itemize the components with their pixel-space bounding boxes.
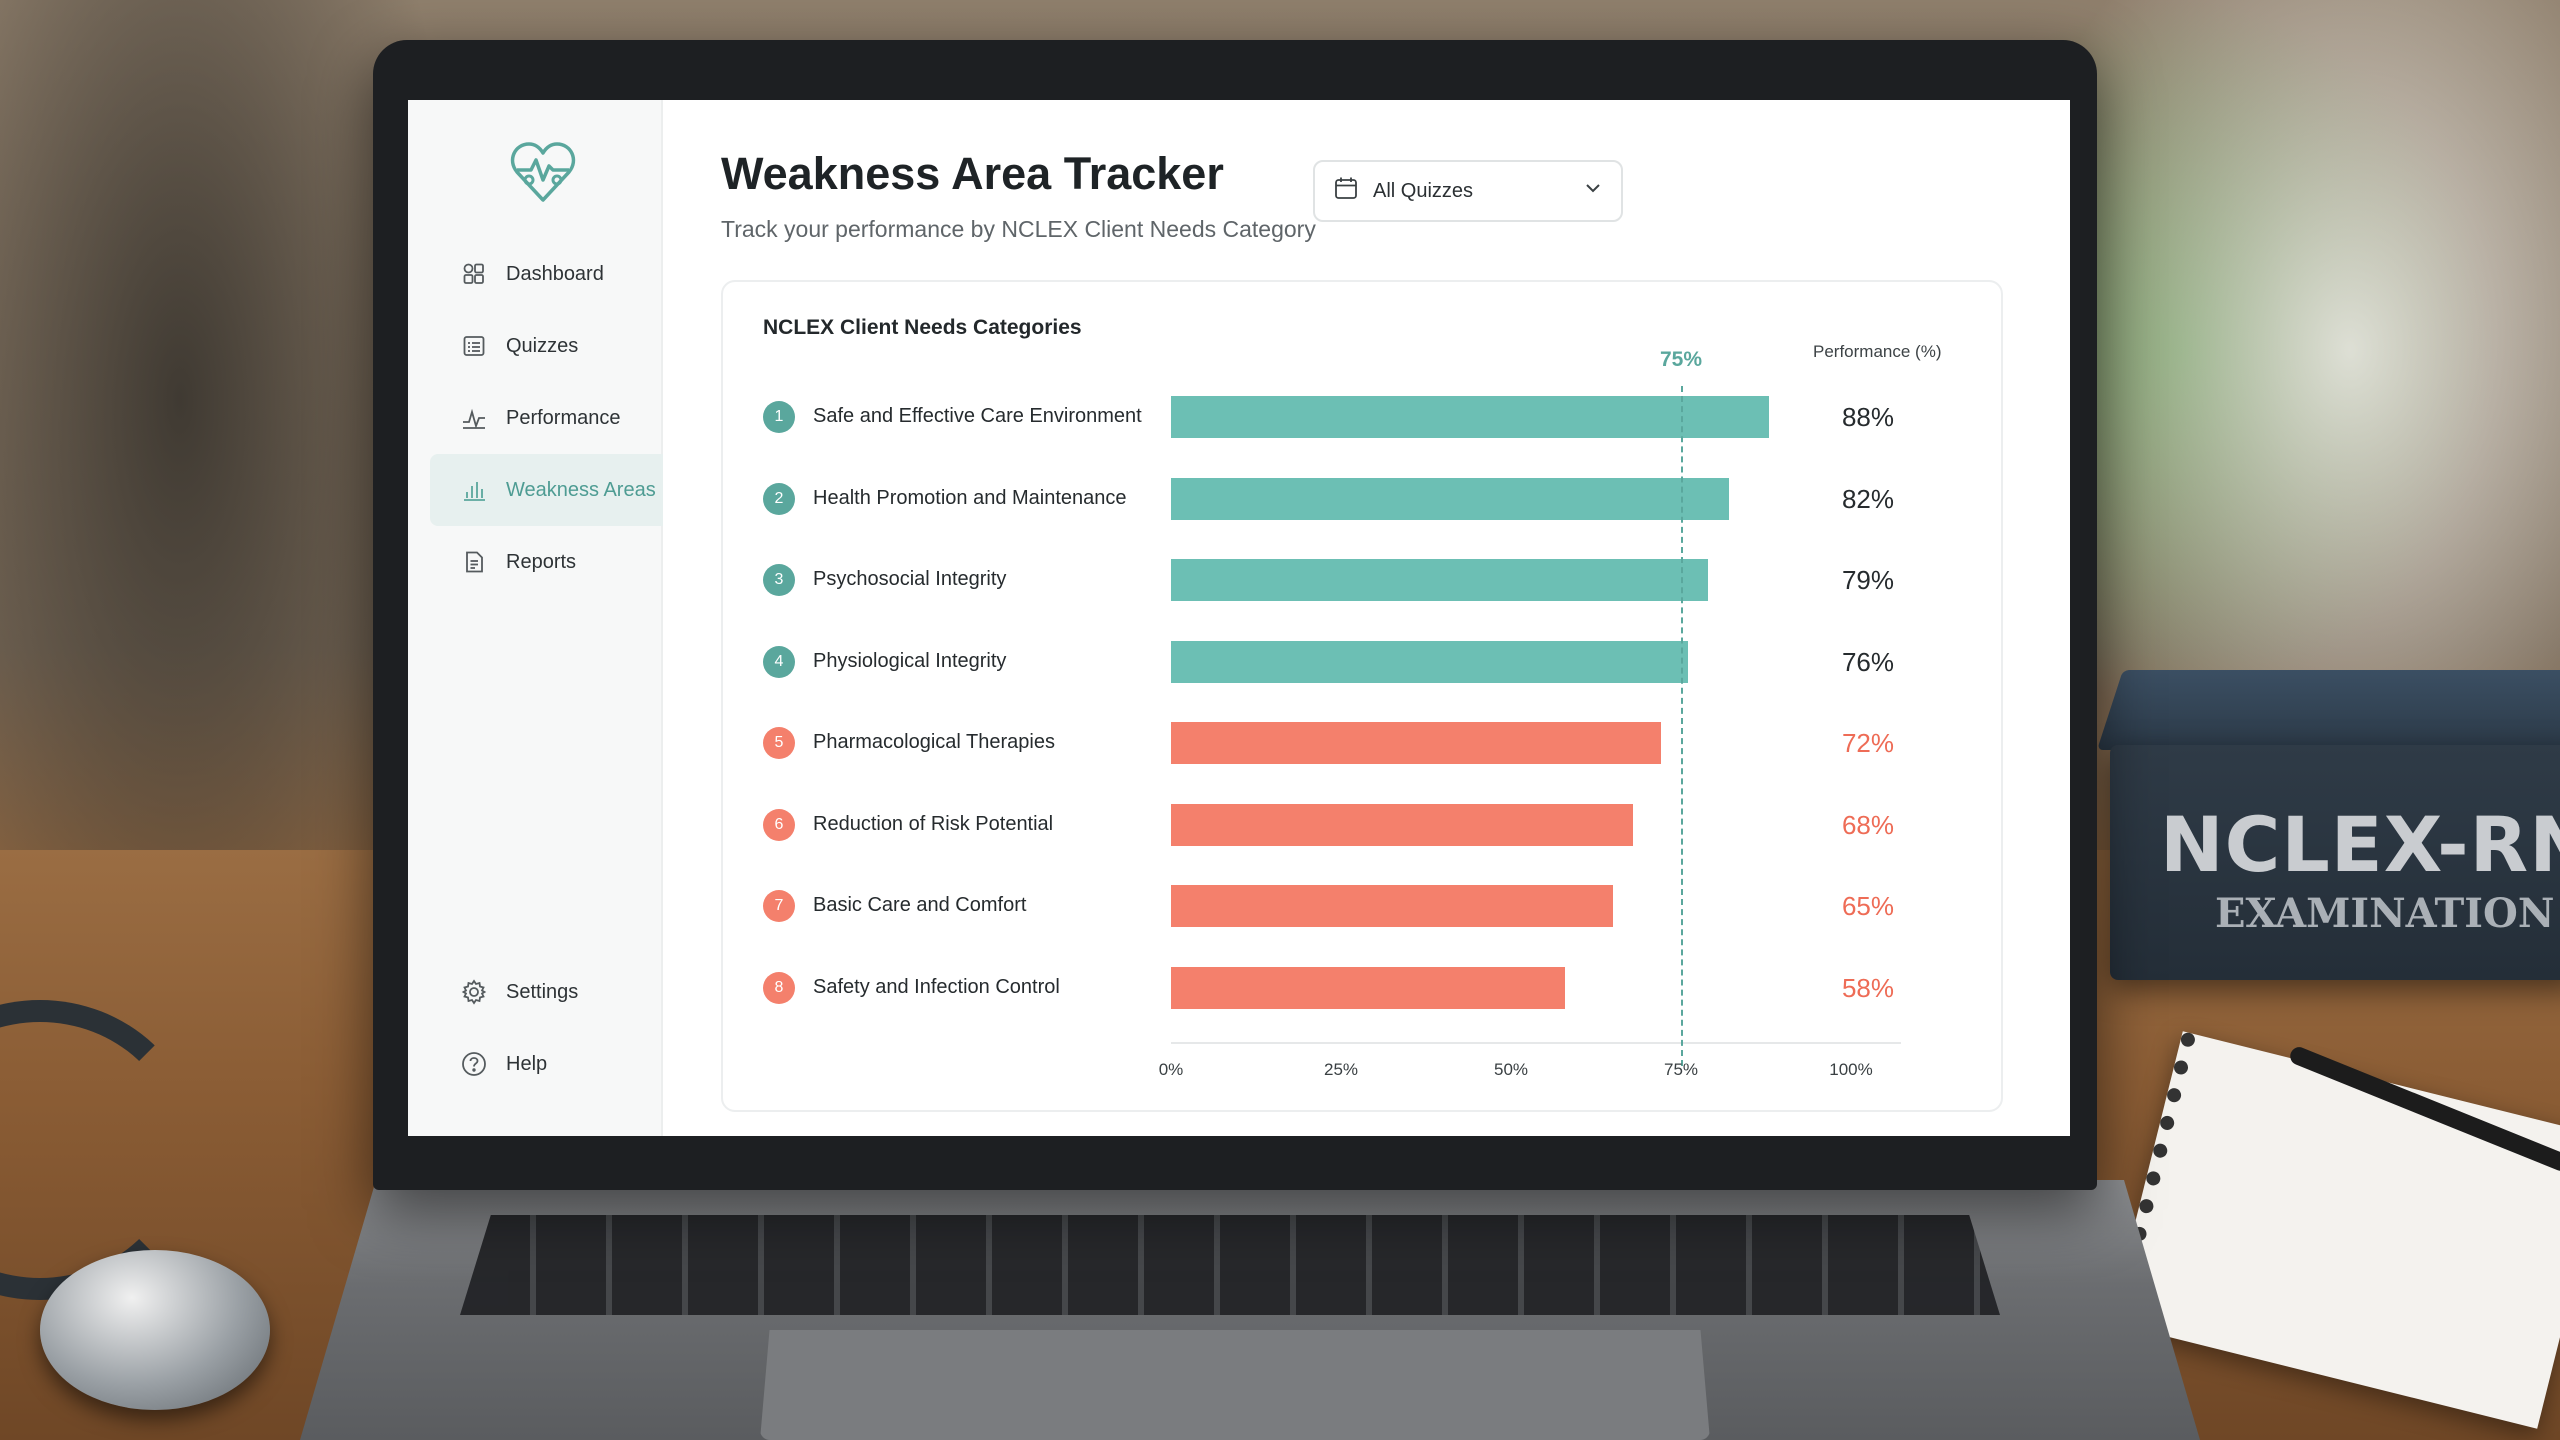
- gear-icon: [460, 978, 488, 1006]
- performance-axis-label: Performance (%): [1813, 342, 1942, 361]
- performance-icon: [460, 404, 488, 432]
- category-label: Reduction of Risk Potential: [813, 812, 1054, 835]
- x-axis-tick-label: 100%: [1829, 1060, 1873, 1079]
- performance-value-label: 82%: [1841, 483, 1895, 514]
- performance-value-label: 76%: [1841, 646, 1895, 677]
- category-row[interactable]: 7 Basic Care and Comfort 65%: [723, 885, 2001, 927]
- sidebar-item-label: Help: [506, 1052, 548, 1075]
- performance-value-label: 72%: [1841, 728, 1895, 758]
- performance-value-label: 65%: [1841, 891, 1895, 921]
- x-axis-line: [1171, 1042, 1901, 1044]
- category-number-badge: 5: [763, 727, 795, 759]
- sidebar-item-reports[interactable]: Reports: [430, 526, 663, 598]
- category-row[interactable]: 5 Pharmacological Therapies 72%: [723, 722, 2001, 764]
- sidebar-item-performance[interactable]: Performance: [430, 382, 663, 454]
- book-cover-top: [2097, 670, 2560, 750]
- category-number-badge: 2: [763, 482, 795, 515]
- performance-bar: [1171, 477, 1729, 520]
- page-subtitle: Track your performance by NCLEX Client N…: [721, 216, 1316, 242]
- sidebar-nav: Dashboard Quizzes: [430, 238, 663, 598]
- performance-bar: [1171, 803, 1634, 846]
- heart-logo-icon: [510, 142, 576, 202]
- chart-title: NCLEX Client Needs Categories: [763, 316, 1082, 339]
- category-row[interactable]: 1 Safe and Effective Care Environment 88%: [723, 396, 2001, 438]
- category-row[interactable]: 2 Health Promotion and Maintenance 82%: [723, 477, 2001, 520]
- performance-value-label: 88%: [1841, 402, 1895, 432]
- sidebar-item-help[interactable]: Help: [430, 1028, 663, 1100]
- sidebar-item-label: Quizzes: [506, 334, 579, 357]
- category-number-badge: 8: [763, 971, 795, 1004]
- sidebar-item-label: Reports: [506, 550, 577, 573]
- sidebar-item-label: Performance: [506, 406, 621, 429]
- performance-bar: [1171, 885, 1613, 927]
- category-label: Safety and Infection Control: [813, 975, 1060, 998]
- category-row[interactable]: 3 Psychosocial Integrity 79%: [723, 559, 2001, 601]
- target-threshold-line: [1681, 386, 1683, 1066]
- quiz-filter-value: All Quizzes: [1373, 179, 1474, 202]
- category-label: Basic Care and Comfort: [813, 894, 1027, 916]
- sidebar-item-weakness-areas[interactable]: Weakness Areas: [430, 454, 663, 526]
- quizzes-icon: [460, 332, 488, 360]
- sidebar-item-settings[interactable]: Settings: [430, 956, 663, 1028]
- category-row[interactable]: 8 Safety and Infection Control 58%: [723, 966, 2001, 1009]
- category-row[interactable]: 6 Reduction of Risk Potential 68%: [723, 803, 2001, 846]
- help-icon: [460, 1050, 488, 1078]
- laptop-trackpad: [760, 1330, 1710, 1440]
- performance-value-label: 79%: [1841, 565, 1895, 595]
- sidebar-bottom-nav: Settings Help: [430, 956, 663, 1100]
- x-axis-tick-label: 0%: [1158, 1060, 1184, 1079]
- category-row[interactable]: 4 Physiological Integrity 76%: [723, 640, 2001, 683]
- weakness-chart-card: NCLEX Client Needs Categories Performanc…: [721, 280, 2003, 1112]
- performance-bar: [1171, 966, 1566, 1009]
- book-title: NCLEX-RN: [2160, 800, 2560, 889]
- category-label: Safe and Effective Care Environment: [813, 405, 1142, 427]
- reports-icon: [460, 548, 488, 576]
- x-axis-tick-label: 50%: [1493, 1060, 1529, 1079]
- category-label: Physiological Integrity: [813, 649, 1007, 672]
- book-subtitle: EXAMINATION: [2215, 890, 2555, 937]
- category-number-badge: 4: [763, 645, 795, 678]
- sidebar-item-label: Weakness Areas: [506, 478, 656, 501]
- performance-bar: [1171, 640, 1688, 683]
- category-label: Psychosocial Integrity: [813, 568, 1007, 590]
- stethoscope-head: [40, 1250, 270, 1410]
- calendar-icon: [1333, 175, 1359, 207]
- sidebar-item-quizzes[interactable]: Quizzes: [430, 310, 663, 382]
- laptop-screen: Dashboard Quizzes: [408, 100, 2070, 1136]
- category-number-badge: 1: [763, 401, 795, 433]
- category-number-badge: 7: [763, 890, 795, 922]
- bar-chart-icon: [460, 476, 488, 504]
- performance-bar: [1171, 396, 1770, 438]
- sidebar: Dashboard Quizzes: [408, 100, 663, 1136]
- nclex-book: [2110, 745, 2560, 980]
- quiz-filter-dropdown[interactable]: All Quizzes: [1313, 160, 1623, 222]
- target-threshold-label: 75%: [1659, 348, 1703, 371]
- performance-value-label: 58%: [1841, 972, 1895, 1003]
- x-axis-tick-label: 25%: [1323, 1060, 1359, 1079]
- category-number-badge: 6: [763, 808, 795, 841]
- page-title: Weakness Area Tracker: [721, 148, 1224, 199]
- category-label: Health Promotion and Maintenance: [813, 486, 1127, 509]
- main-content: Weakness Area Tracker Track your perform…: [663, 100, 2070, 1136]
- category-label: Pharmacological Therapies: [813, 731, 1055, 753]
- laptop-keyboard: [460, 1215, 2000, 1315]
- chevron-down-icon: [1583, 178, 1603, 204]
- category-number-badge: 3: [763, 564, 795, 596]
- performance-bar: [1171, 722, 1661, 764]
- dashboard-icon: [460, 260, 488, 288]
- performance-value-label: 68%: [1841, 809, 1895, 840]
- sidebar-item-dashboard[interactable]: Dashboard: [430, 238, 663, 310]
- performance-bar: [1171, 559, 1709, 601]
- sidebar-item-label: Dashboard: [506, 262, 604, 285]
- sidebar-item-label: Settings: [506, 980, 579, 1003]
- x-axis-tick-label: 75%: [1663, 1060, 1699, 1079]
